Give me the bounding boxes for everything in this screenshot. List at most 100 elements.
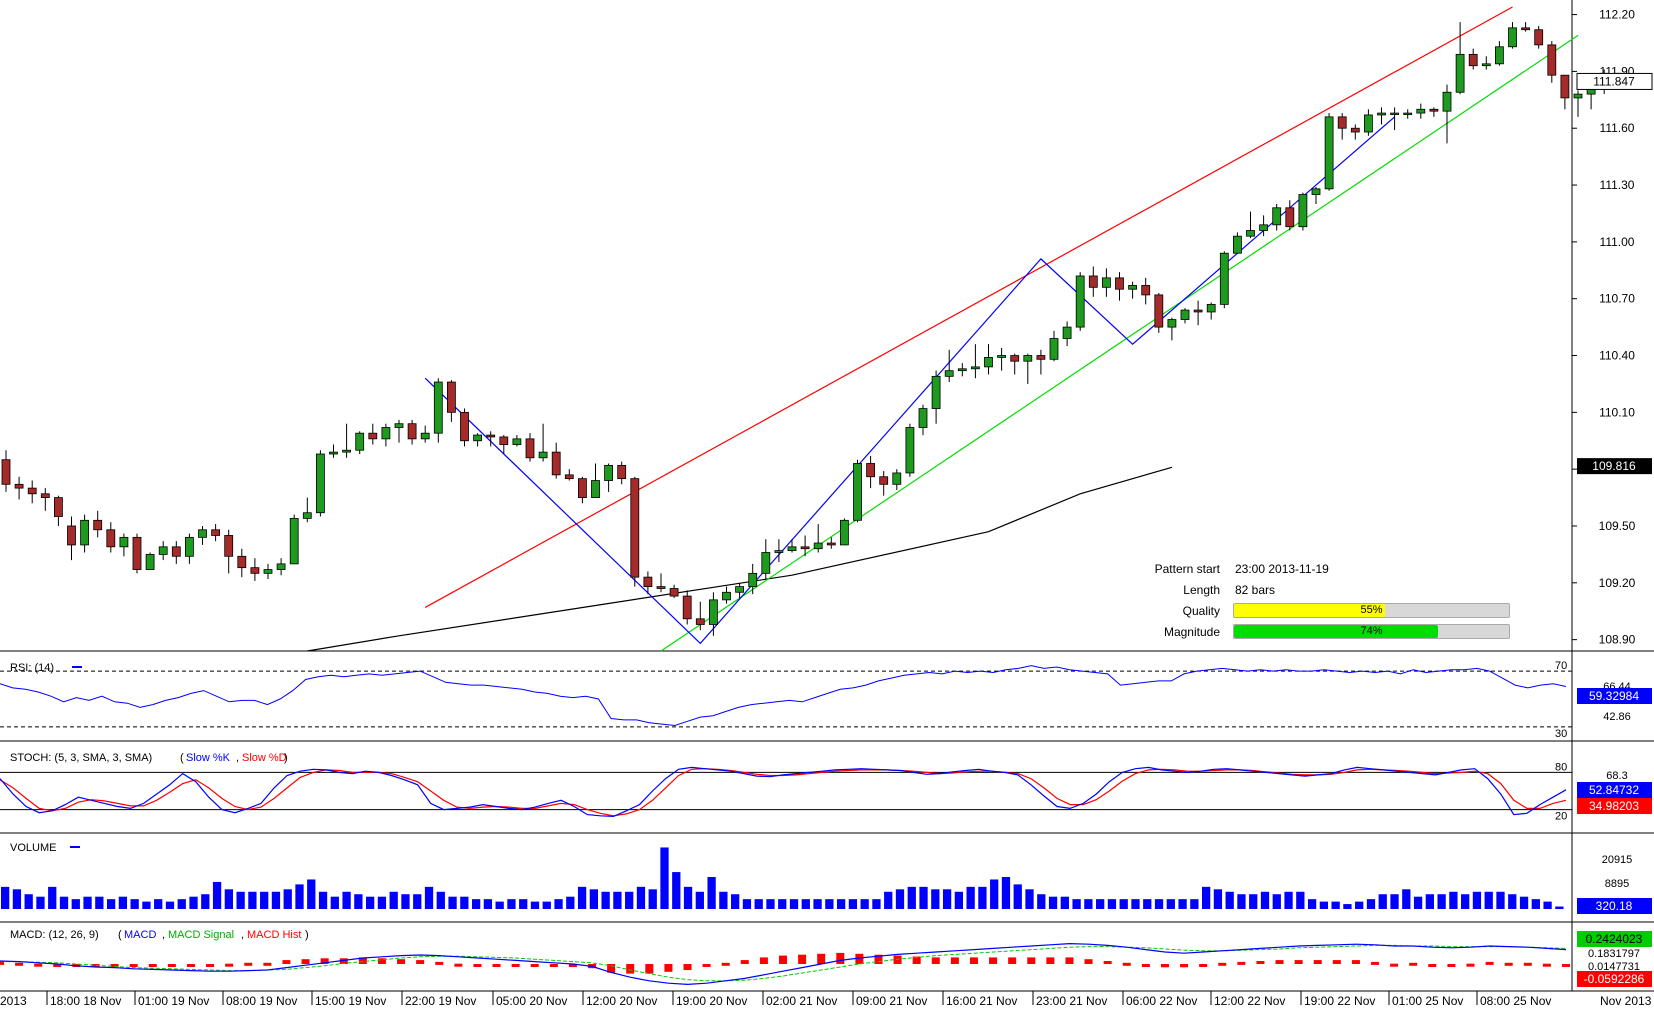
volume-bar [483,899,493,909]
candle-body [643,576,653,587]
volume-bar [377,896,387,909]
volume-bar [1096,899,1105,909]
candle-body [381,427,391,440]
volume-bar [1060,896,1069,909]
candle [722,586,731,604]
volume-bar [530,901,540,909]
volume-bar [1213,889,1223,909]
volume-bar [801,899,810,909]
volume-bar [1543,901,1552,909]
candle-body [1442,91,1452,112]
candle-body [879,476,889,485]
stoch-k-current-label: 52.84732 [1589,783,1639,797]
moving-average-line [307,466,1173,652]
candle-body [342,449,352,453]
candle [237,548,247,578]
price-tick-label: 111.60 [1600,121,1635,135]
volume-bar [1519,896,1529,909]
volume-bar [1154,899,1164,909]
volume-bar [401,894,410,909]
volume-bar [59,896,69,909]
volume-bar [836,899,846,909]
candle-body [892,472,902,485]
volume-bar [966,886,975,909]
macd-hist-bar [1256,961,1265,964]
candle [1115,272,1124,301]
stoch-level-label: 20 [1555,811,1567,823]
time-axis-label: 15:00 19 Nov [315,994,386,1008]
macd-hist-bar [473,964,482,967]
candle [1285,200,1295,231]
volume-bar [919,886,928,909]
macd-hist-bar [950,957,959,964]
macd-hist-bar [626,964,635,974]
candle [289,514,299,565]
candle-body [722,591,731,601]
candle [866,455,875,489]
candle-body [460,411,469,442]
macd-hist-bar [282,960,291,964]
macd-legend-hist: MACD Hist [247,929,301,941]
candle-body [355,432,365,451]
candle-body [774,550,784,553]
candle-body [1206,303,1216,313]
stoch-title: STOCH: (5, 3, SMA, 3, SMA) [10,752,152,764]
macd-hist-bar [301,959,310,964]
macd-hist-bar [1027,957,1036,964]
candle-body [735,586,744,593]
macd-hist-box [1577,971,1652,987]
macd-hist-bar [798,954,807,964]
candle [1023,353,1033,384]
macd-hist-bar [1523,962,1532,966]
candle-body [1193,309,1203,313]
macd-paren: ) [305,929,309,941]
candle-body [617,464,627,480]
candle [1141,277,1151,305]
candle-body [224,535,234,557]
candle-body [591,480,600,498]
candle [1102,268,1111,297]
candle [695,601,705,631]
macd-hist-bar [759,957,768,964]
macd-main-box [1577,931,1652,947]
volume-scale-top: 20915 [1602,854,1633,866]
candle-body [1272,207,1282,226]
candle [40,488,50,511]
macd-paren: ( [118,929,122,941]
candle-body [263,569,273,574]
volume-bar [1449,891,1458,909]
candle [1468,48,1478,70]
macd-hist-bar [416,960,425,964]
candle-body [1521,27,1530,31]
stoch-k-label: Slow %K [186,752,231,764]
macd-hist-bar [702,964,711,967]
last-price-box [1576,72,1653,90]
volume-bar [766,899,775,909]
candle-body [1560,74,1570,99]
candle [984,344,993,375]
volume-bar [1201,886,1211,909]
candle-body [1049,338,1059,360]
macd-hist-bar [167,964,176,967]
macd-hist-bar [53,964,62,967]
candle-body [1377,112,1386,116]
candle-body [329,451,338,455]
candle-body [931,375,941,409]
candle [224,529,234,574]
candle-body [1324,116,1334,190]
time-axis-label: 18:00 18 Nov [50,994,121,1008]
volume-title: VOLUME [10,842,56,854]
candle-body [14,483,24,489]
macd-hist-label: -0.0592286 [1584,972,1645,986]
candle [997,347,1006,371]
volume-bar [1319,901,1329,909]
candle [1010,353,1020,375]
macd-hist-bar [1180,964,1189,968]
candle [512,435,522,447]
volume-bar [366,896,375,909]
candle [879,471,889,496]
candle-body [695,618,705,625]
candle [1128,281,1137,299]
candle-body [420,432,430,440]
macd-hist-bar [1562,964,1570,967]
